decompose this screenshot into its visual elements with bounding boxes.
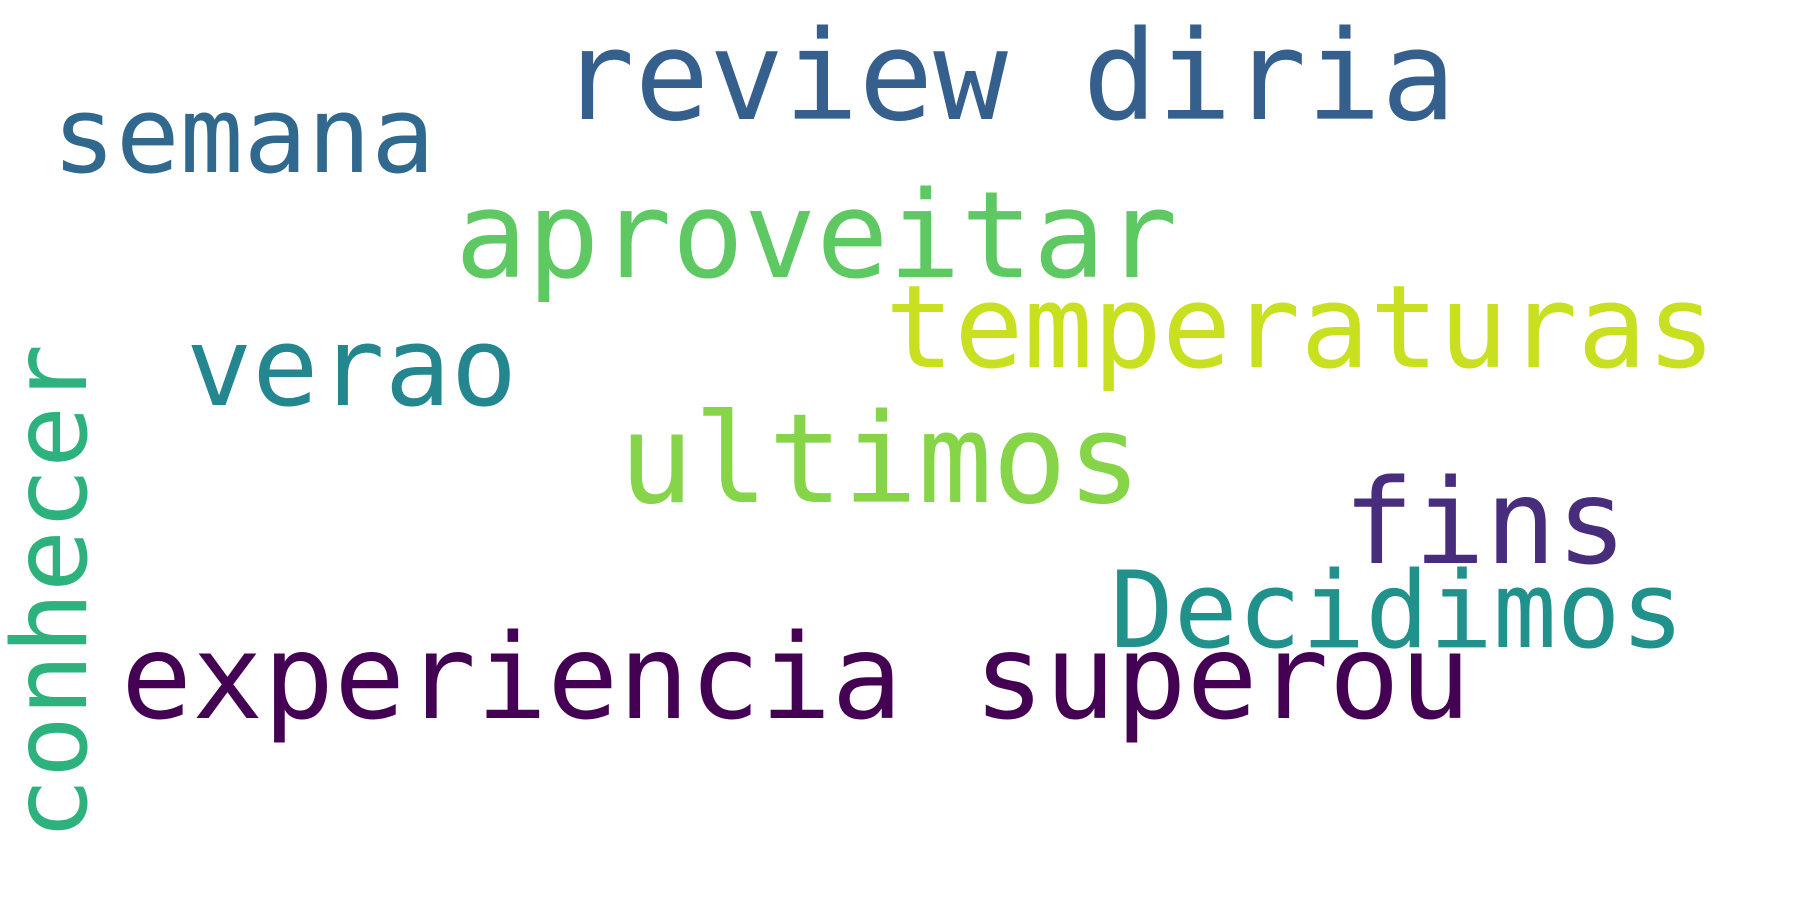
word-semana: semana [52,74,435,197]
word-verao: verao [186,303,518,431]
word-experiencia-superou: experiencia superou [121,608,1471,746]
word-aproveitar: aproveitar [455,167,1178,306]
word-fins: fins [1343,453,1628,591]
word-conhecer: conhecer [0,343,111,840]
word-decidimos: Decidimos [1110,549,1685,672]
word-review-diria: review diria [560,5,1456,149]
word-ultimos: ultimos [619,388,1142,532]
word-temperaturas: temperaturas [885,261,1716,395]
